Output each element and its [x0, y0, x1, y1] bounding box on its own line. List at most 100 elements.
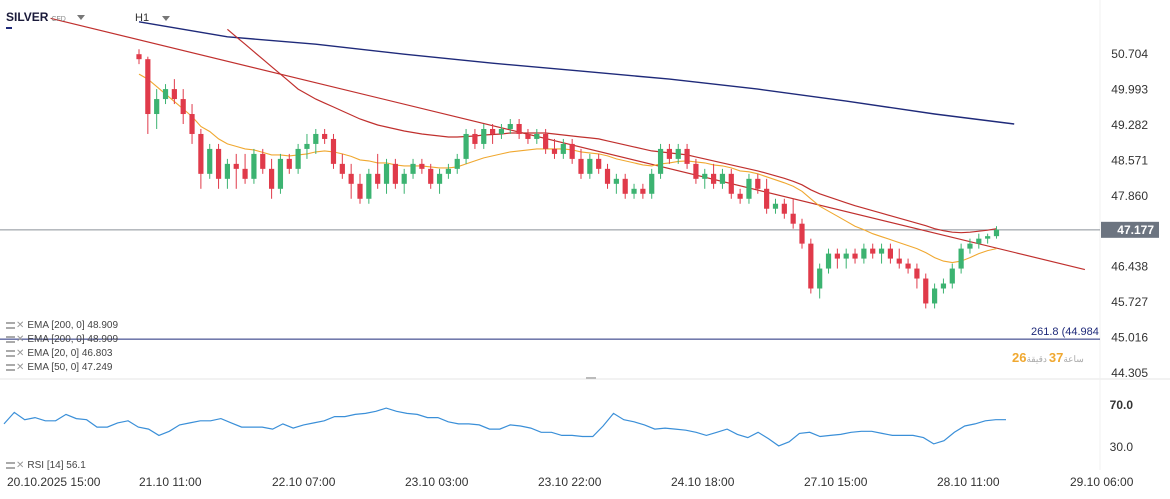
candle	[171, 89, 177, 100]
fib-level-label: 261.8 (44.984	[1031, 326, 1099, 338]
menu-icon[interactable]	[6, 363, 15, 371]
candle	[764, 188, 770, 209]
close-icon[interactable]: ✕	[16, 460, 25, 471]
ema50-line	[227, 28, 997, 234]
candle	[498, 128, 505, 134]
candle	[445, 168, 451, 174]
cfd-badge: CFD	[51, 16, 66, 23]
timeframe-label: H1	[135, 12, 150, 24]
close-icon[interactable]: ✕	[16, 348, 25, 359]
candle	[224, 163, 230, 179]
x-tick-label: 24.10 18:00	[671, 475, 735, 489]
candle	[242, 168, 248, 179]
rsi-tick-label: 30.0	[1110, 440, 1134, 454]
candle	[728, 173, 734, 194]
candle	[976, 238, 982, 244]
candle	[887, 248, 893, 259]
y-tick-label: 49.282	[1111, 118, 1148, 132]
menu-icon[interactable]	[6, 461, 15, 469]
candle	[401, 173, 407, 184]
ema20-line	[138, 73, 997, 264]
timeframe-selector[interactable]: H1	[135, 12, 171, 24]
rsi-line	[3, 407, 1006, 447]
candle	[454, 158, 460, 169]
candle	[808, 243, 814, 289]
candle	[490, 128, 496, 134]
candle	[932, 288, 938, 304]
indicator-ema200-b[interactable]: ✕ EMA [200, 0] 48.909	[6, 334, 118, 345]
close-icon[interactable]: ✕	[16, 362, 25, 373]
candle	[949, 268, 955, 284]
candle	[436, 173, 443, 184]
candle	[304, 143, 310, 149]
candle	[534, 133, 540, 139]
candle	[940, 283, 947, 289]
candle	[233, 163, 239, 169]
candle	[861, 248, 867, 259]
x-tick-label: 21.10 11:00	[139, 475, 202, 489]
menu-icon[interactable]	[6, 349, 15, 357]
candle	[772, 203, 779, 209]
countdown-timer: 26 ساعة37دقيقة	[1012, 350, 1084, 365]
y-tick-label: 47.860	[1111, 189, 1148, 203]
candle	[870, 248, 876, 254]
countdown-unit-minutes: دقيقة	[1026, 354, 1047, 364]
candle	[622, 178, 628, 194]
indicator-rsi[interactable]: ✕ RSI [14] 56.1	[6, 460, 86, 471]
candle	[357, 183, 363, 199]
countdown-unit-hours: ساعة	[1063, 354, 1084, 364]
candle	[198, 133, 204, 174]
candle	[825, 253, 832, 269]
x-tick-label: 29.10 06:00	[1070, 475, 1134, 489]
chevron-down-icon[interactable]	[162, 15, 171, 21]
candle	[543, 133, 549, 149]
candle	[277, 158, 284, 189]
indicator-ema200-a[interactable]: ✕ EMA [200, 0] 48.909	[6, 320, 118, 331]
candle	[383, 163, 390, 184]
candle	[366, 173, 372, 199]
candle	[958, 248, 964, 269]
candle	[993, 229, 1000, 237]
candle	[967, 243, 973, 249]
candle	[587, 158, 593, 174]
close-icon[interactable]: ✕	[16, 320, 25, 331]
candle	[711, 173, 717, 184]
candle	[313, 133, 319, 144]
x-tick-label: 23.10 22:00	[538, 475, 602, 489]
symbol-name: SILVER	[6, 10, 49, 24]
candle	[145, 59, 151, 115]
menu-icon[interactable]	[6, 321, 15, 329]
ema200-line	[138, 21, 1015, 125]
symbol-header[interactable]: SILVER CFD	[6, 10, 86, 24]
candle	[596, 158, 602, 169]
menu-icon[interactable]	[6, 335, 15, 343]
countdown-value-hours: 26	[1012, 350, 1027, 365]
candle	[295, 148, 301, 169]
rsi-label: RSI [14] 56.1	[27, 460, 86, 471]
indicator-label: EMA [50, 0] 47.249	[27, 362, 113, 373]
candle	[189, 114, 195, 134]
candle	[799, 223, 805, 244]
candle	[684, 148, 690, 164]
indicator-ema50[interactable]: ✕ EMA [50, 0] 47.249	[6, 362, 112, 373]
chevron-down-icon[interactable]	[77, 15, 86, 21]
candle	[746, 178, 752, 199]
indicator-ema20[interactable]: ✕ EMA [20, 0] 46.803	[6, 348, 112, 359]
candle	[162, 89, 169, 100]
price-badge-label: 47.177	[1117, 223, 1154, 237]
candle	[693, 163, 699, 179]
candle	[649, 173, 655, 194]
indicator-label: EMA [20, 0] 46.803	[27, 348, 113, 359]
candle	[516, 123, 522, 134]
candle	[286, 158, 292, 169]
close-icon[interactable]: ✕	[16, 334, 25, 345]
candle	[755, 178, 761, 189]
price-badge	[1101, 221, 1159, 238]
candle	[604, 168, 611, 184]
x-tick-label: 28.10 11:00	[937, 475, 1000, 489]
candle	[419, 163, 425, 169]
candle	[472, 133, 478, 144]
candle	[843, 253, 849, 259]
candle	[878, 248, 885, 254]
